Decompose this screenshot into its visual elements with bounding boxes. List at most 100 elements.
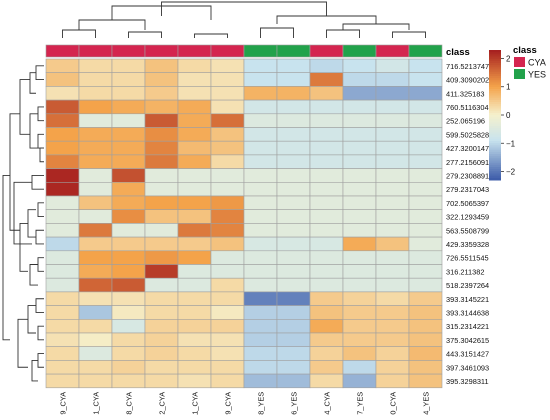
heatmap-cell (111, 113, 146, 128)
heatmap-cell (45, 332, 80, 347)
colorbar-segment (489, 60, 501, 64)
heatmap-cell (210, 332, 245, 347)
heatmap-cell (144, 168, 179, 183)
heatmap-cell (276, 168, 311, 183)
heatmap-cell (144, 346, 179, 361)
heatmap-cell (210, 127, 245, 142)
heatmap-cell (342, 99, 377, 115)
heatmap-cell (408, 277, 443, 293)
dendrogram-branch (342, 23, 410, 30)
heatmap-cell (309, 86, 344, 101)
heatmap-cell (177, 72, 212, 87)
colorbar-segment (489, 143, 501, 146)
row-label: 599.5025828 (446, 130, 489, 139)
heatmap-cell (111, 86, 146, 101)
dendrogram-branch (35, 65, 44, 80)
heatmap-cell (276, 113, 311, 128)
heatmap-cell (210, 154, 245, 169)
heatmap-cell (375, 86, 410, 101)
row-label: 252.065196 (446, 117, 485, 126)
dendrogram-branch (17, 318, 28, 368)
colorbar-tick-label: 1 (506, 83, 511, 92)
dendrogram-branch (29, 72, 36, 94)
column-label: RD26_YES (290, 392, 299, 415)
heatmap-cell (144, 72, 179, 87)
dendrogram-branch (39, 147, 44, 163)
heatmap-cell (210, 236, 245, 252)
heatmap-cell (342, 140, 377, 156)
heatmap-cell (210, 277, 245, 293)
colorbar-segment (489, 115, 501, 118)
colorbar-segment (489, 93, 501, 96)
heatmap-cell (177, 223, 212, 238)
heatmap-cell (375, 154, 410, 169)
heatmap-cell (45, 373, 80, 389)
colorbar-segment (489, 95, 501, 99)
heatmap-cell (375, 277, 410, 293)
row-dendrogram (2, 65, 44, 382)
heatmap-cell (78, 154, 113, 169)
heatmap-cell (243, 182, 278, 197)
heatmap-cell (342, 318, 377, 334)
heatmap-cell (111, 264, 146, 279)
dendrogram-branch (9, 113, 20, 231)
heatmap-cell (144, 318, 179, 334)
heatmap-cell (45, 99, 80, 115)
heatmap-cell (78, 127, 113, 142)
heatmap-cell (111, 223, 146, 238)
colorbar-segment (489, 160, 501, 164)
heatmap-cell (375, 332, 410, 347)
heatmap-cell (210, 360, 245, 375)
heatmap-cell (243, 305, 278, 320)
heatmap-cell (276, 305, 311, 320)
heatmap-cell (210, 182, 245, 197)
heatmap-cell (243, 58, 278, 73)
heatmap-cell (342, 332, 377, 347)
class-track-cell (276, 44, 311, 58)
class-track-cell (177, 44, 212, 58)
heatmap-cell (177, 332, 212, 347)
class-track-cell (342, 44, 377, 58)
heatmap-cell (111, 209, 146, 224)
heatmap-cell (210, 346, 245, 361)
heatmap-cell (243, 264, 278, 279)
heatmap-cell (45, 360, 80, 375)
heatmap-cell (375, 209, 410, 224)
dendrogram-branch (13, 181, 32, 245)
row-label: 443.3151427 (446, 350, 489, 359)
class-track-cell (309, 44, 344, 58)
colorbar-segment (489, 121, 501, 125)
heatmap-cell (276, 332, 311, 347)
heatmap-cell (45, 168, 80, 183)
heatmap-cell (276, 140, 311, 156)
heatmap-cell (177, 346, 212, 361)
heatmap-cell (177, 182, 212, 197)
heatmap-cell (342, 360, 377, 375)
heatmap-cell (210, 305, 245, 320)
heatmap-cell (144, 154, 179, 169)
heatmap-cell (210, 72, 245, 87)
heatmap-cell (78, 223, 113, 238)
heatmap-cell (111, 318, 146, 334)
colorbar-segment (489, 73, 501, 77)
class-track-cell (243, 44, 278, 58)
heatmap-cell (243, 86, 278, 101)
heatmap-cell (177, 113, 212, 128)
heatmap-cell (309, 182, 344, 197)
heatmap-cell (276, 318, 311, 334)
row-label: 279.2317043 (446, 185, 489, 194)
heatmap-cell (309, 250, 344, 265)
heatmap-cell (243, 277, 278, 293)
dendrogram-branch (27, 209, 36, 238)
heatmap-cell (276, 182, 311, 197)
heatmap-cell (243, 360, 278, 375)
class-track-cell (144, 44, 179, 58)
heatmap-cell (375, 264, 410, 279)
heatmap-cell (408, 72, 443, 87)
heatmap-cell (111, 140, 146, 156)
heatmap-cell (111, 195, 146, 210)
colorbar-segment (489, 132, 501, 135)
dendrogram-branch (128, 31, 162, 38)
heatmap-cell (342, 154, 377, 169)
heatmap-cell (276, 236, 311, 252)
